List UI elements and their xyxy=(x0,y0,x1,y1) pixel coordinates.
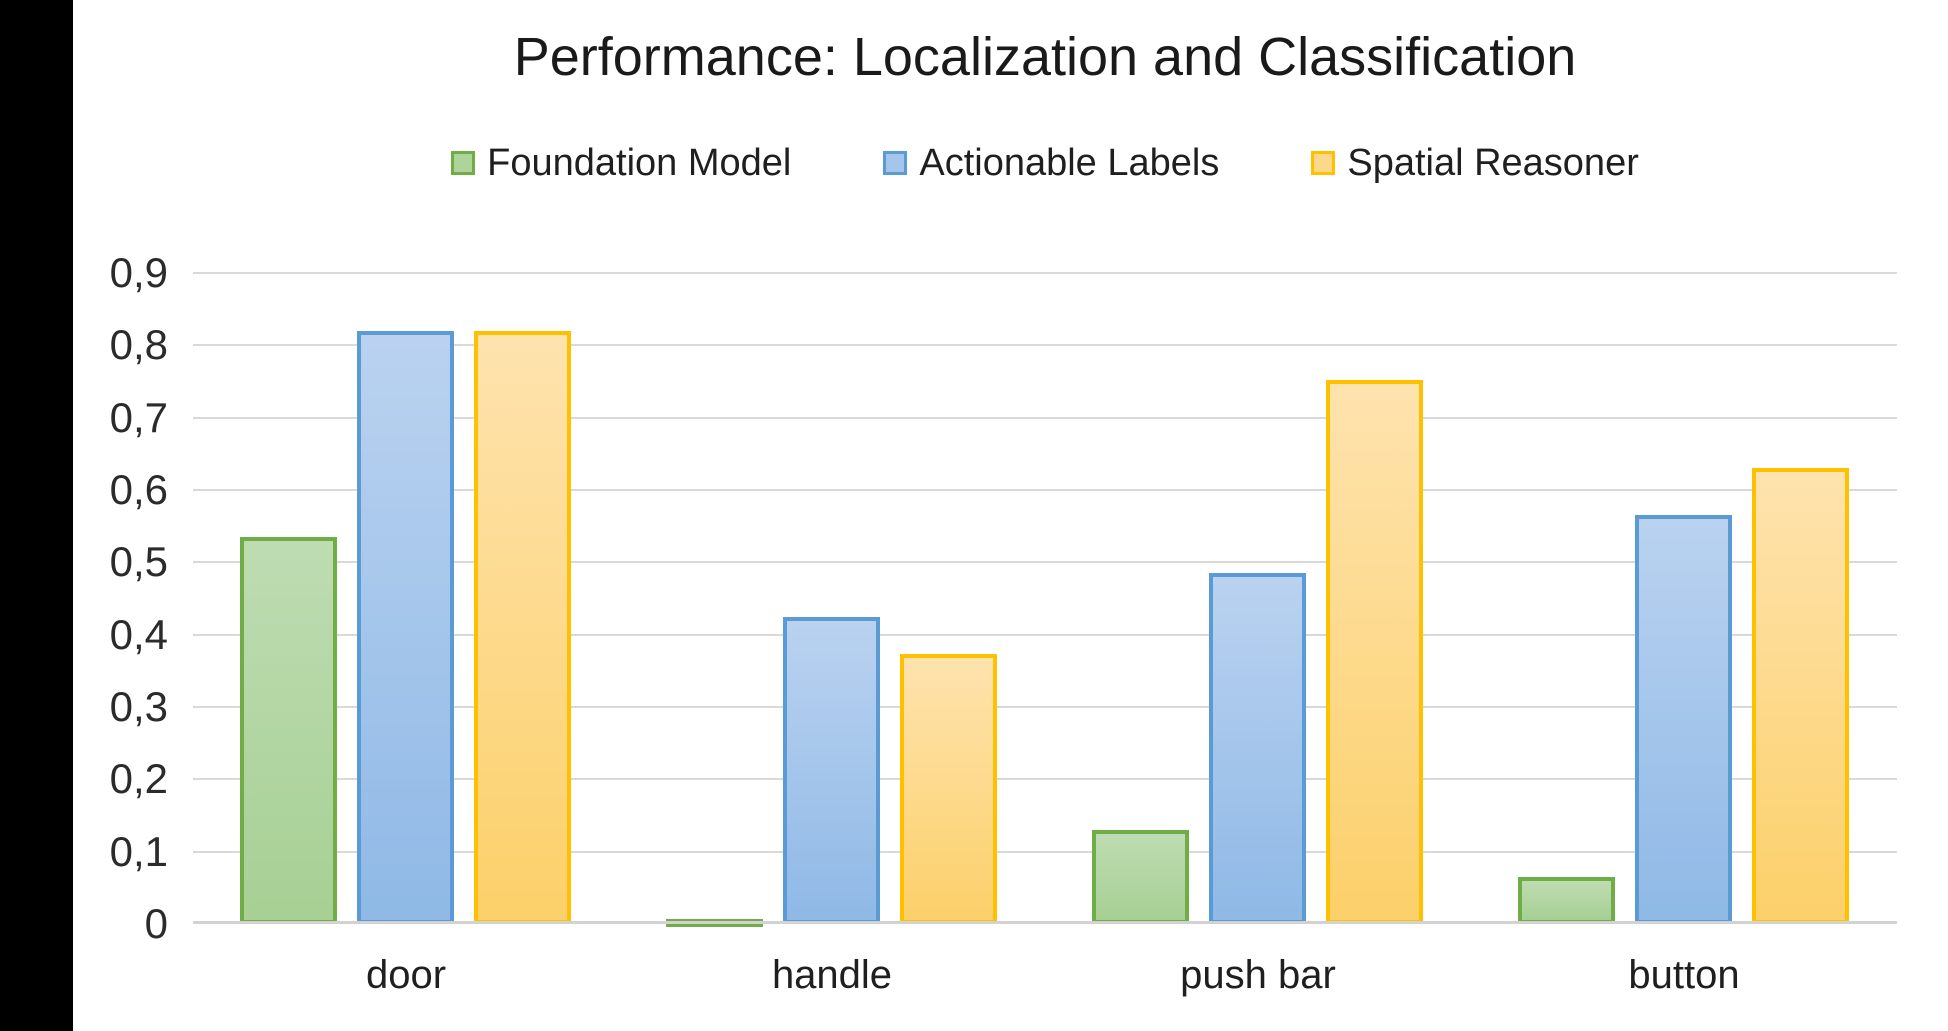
gridline xyxy=(193,851,1897,853)
bar-actionable-labels-door xyxy=(357,331,454,924)
legend-item-actionable-labels: Actionable Labels xyxy=(883,142,1219,185)
gridline xyxy=(193,634,1897,636)
y-tick-label: 0,7 xyxy=(109,394,168,441)
left-letterbox-bar xyxy=(0,0,73,1031)
y-tick-label: 0,3 xyxy=(109,683,168,730)
chart-title: Performance: Localization and Classifica… xyxy=(513,27,1577,87)
gridline xyxy=(193,561,1897,563)
bar-actionable-labels-handle xyxy=(783,617,880,924)
x-category-label-button: button xyxy=(1628,953,1740,997)
bar-actionable-labels-push-bar xyxy=(1209,573,1306,924)
bar-actionable-labels-button xyxy=(1635,515,1732,924)
x-category-label-door: door xyxy=(365,953,447,997)
legend-color-swatch-icon xyxy=(1311,151,1336,175)
legend-color-swatch-icon xyxy=(883,151,908,175)
legend-item-spatial-reasoner: Spatial Reasoner xyxy=(1311,142,1639,185)
gridline xyxy=(193,344,1897,346)
y-tick-label: 0,2 xyxy=(109,755,168,802)
gridline xyxy=(193,706,1897,708)
y-tick-label: 0,5 xyxy=(109,538,168,585)
bar-spatial-reasoner-push-bar xyxy=(1326,380,1423,924)
chart-legend: Foundation Model Actionable Labels Spatial… xyxy=(193,140,1897,186)
y-tick-label: 0 xyxy=(144,900,168,947)
gridline xyxy=(193,778,1897,780)
plot-area xyxy=(193,272,1897,927)
legend-item-label: Foundation Model xyxy=(487,141,792,184)
bar-spatial-reasoner-door xyxy=(474,331,571,924)
bar-spatial-reasoner-button xyxy=(1752,468,1849,924)
bar-foundation-model-push-bar xyxy=(1092,830,1189,924)
gridline xyxy=(193,489,1897,491)
y-tick-label: 0,6 xyxy=(109,466,168,513)
gridline xyxy=(193,272,1897,274)
bar-foundation-model-door xyxy=(240,537,337,924)
legend-color-swatch-icon xyxy=(451,151,476,175)
legend-item-foundation-model: Foundation Model xyxy=(451,142,791,185)
bar-foundation-model-button xyxy=(1518,877,1615,924)
x-axis-baseline xyxy=(193,921,1897,924)
legend-item-label: Spatial Reasoner xyxy=(1347,141,1639,184)
y-tick-label: 0,9 xyxy=(109,249,168,296)
legend-item-label: Actionable Labels xyxy=(919,141,1220,184)
y-tick-label: 0,4 xyxy=(109,611,168,658)
gridline xyxy=(193,417,1897,419)
bar-spatial-reasoner-handle xyxy=(900,654,997,924)
y-tick-label: 0,8 xyxy=(109,321,168,368)
y-tick-label: 0,1 xyxy=(109,828,168,875)
x-category-label-handle: handle xyxy=(771,953,893,997)
x-category-label-push-bar: push bar xyxy=(1180,953,1336,997)
